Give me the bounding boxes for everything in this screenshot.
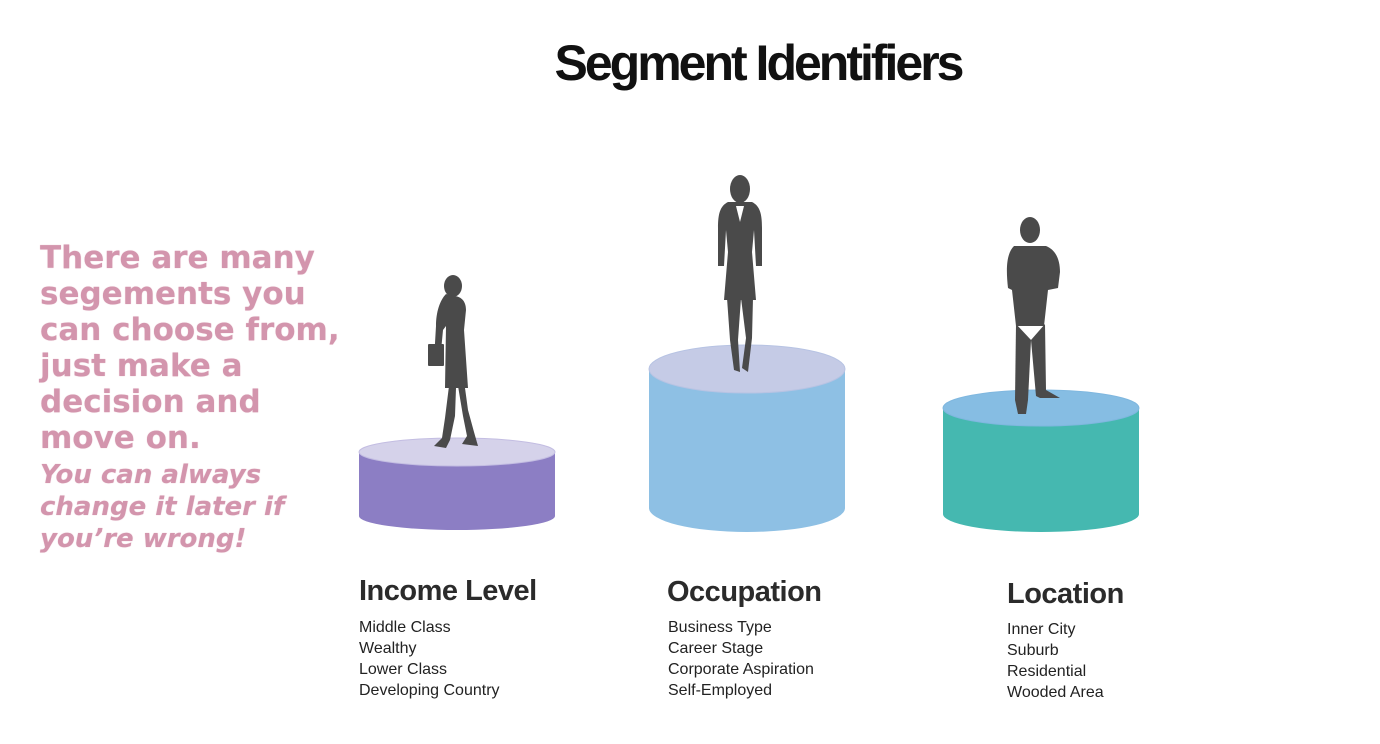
list-item: Residential	[1007, 663, 1087, 680]
list-item: Middle Class	[359, 619, 451, 636]
side-note-tail: You can always change it later if you’re…	[40, 460, 285, 554]
pedestal-income-side	[359, 452, 555, 530]
list-item: Suburb	[1007, 642, 1059, 659]
segment-title-location: Location	[1007, 578, 1124, 610]
list-item: Business Type	[668, 619, 772, 636]
list-item: Wealthy	[359, 640, 417, 657]
businessman-silhouette	[1006, 217, 1060, 414]
segment-list-income: Middle Class Wealthy Lower Class Develop…	[359, 617, 500, 701]
pedestal-income	[358, 437, 556, 530]
side-note-lead: There are many segements you can choose …	[40, 240, 340, 456]
businesswoman-standing-silhouette	[718, 175, 762, 372]
page-title: Segment Identifiers	[554, 35, 965, 91]
list-item: Inner City	[1007, 621, 1076, 638]
pedestal-occupation-side	[649, 369, 845, 532]
segment-title-income: Income Level	[359, 575, 537, 607]
list-item: Wooded Area	[1007, 684, 1104, 701]
businesswoman-walking-silhouette	[428, 275, 478, 448]
segment-list-occupation: Business Type Career Stage Corporate Asp…	[668, 617, 814, 701]
side-note: There are many segements you can choose …	[40, 240, 340, 555]
pedestal-location-side	[943, 408, 1139, 532]
segment-title-occupation: Occupation	[667, 576, 822, 608]
pedestal-location	[942, 389, 1140, 532]
pedestal-income-top	[358, 437, 556, 467]
list-item: Lower Class	[359, 661, 448, 678]
pedestal-occupation	[648, 344, 846, 532]
segment-list-location: Inner City Suburb Residential Wooded Are…	[1007, 619, 1104, 703]
list-item: Self-Employed	[668, 682, 773, 699]
list-item: Career Stage	[668, 640, 764, 657]
list-item: Developing Country	[359, 682, 500, 699]
list-item: Corporate Aspiration	[668, 661, 814, 678]
